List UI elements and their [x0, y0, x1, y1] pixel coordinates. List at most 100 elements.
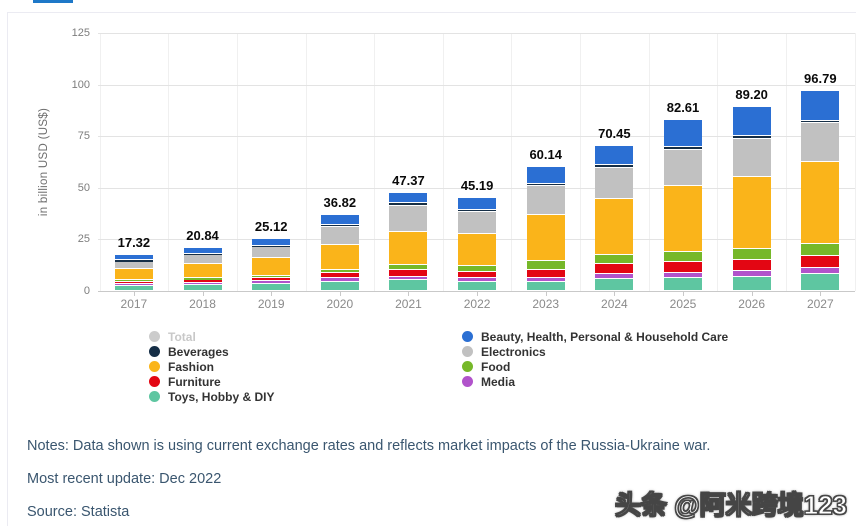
bar-segment-beverages[interactable]	[732, 136, 771, 138]
bar-segment-media[interactable]	[664, 272, 703, 277]
bar-segment-furniture[interactable]	[732, 259, 771, 270]
bar-segment-media[interactable]	[114, 283, 153, 286]
bar-segment-food[interactable]	[595, 255, 634, 263]
bar-segment-furniture[interactable]	[389, 270, 428, 276]
bar-segment-toys-hobby-diy[interactable]	[595, 278, 634, 290]
active-tab-indicator[interactable]	[33, 0, 73, 3]
bar-segment-electronics[interactable]	[526, 186, 565, 214]
bar-segment-electronics[interactable]	[320, 227, 359, 244]
bar-segment-beauty-health-personal-household-care[interactable]	[114, 255, 153, 260]
bar-segment-beverages[interactable]	[183, 254, 222, 256]
legend-item-electronics[interactable]: Electronics	[462, 344, 728, 359]
bar-segment-food[interactable]	[252, 275, 291, 277]
legend-item-furniture[interactable]: Furniture	[149, 374, 274, 389]
bar-segment-toys-hobby-diy[interactable]	[458, 281, 497, 290]
bar-segment-food[interactable]	[664, 252, 703, 261]
bar-segment-electronics[interactable]	[183, 255, 222, 264]
legend-item-food[interactable]: Food	[462, 359, 728, 374]
bar-segment-food[interactable]	[458, 265, 497, 271]
bar-segment-food[interactable]	[114, 280, 153, 282]
x-tick-mark	[271, 292, 273, 296]
bar-segment-media[interactable]	[801, 267, 840, 274]
bar-segment-media[interactable]	[252, 281, 291, 283]
bar-segment-beauty-health-personal-household-care[interactable]	[389, 193, 428, 203]
bar-segment-toys-hobby-diy[interactable]	[183, 285, 222, 290]
bar-segment-media[interactable]	[320, 278, 359, 281]
bar-segment-furniture[interactable]	[114, 281, 153, 283]
bar-segment-electronics[interactable]	[114, 261, 153, 268]
bar-segment-food[interactable]	[732, 248, 771, 259]
bar-segment-beverages[interactable]	[526, 184, 565, 186]
bar-segment-furniture[interactable]	[252, 277, 291, 281]
bar-segment-beverages[interactable]	[252, 246, 291, 248]
bar-segment-toys-hobby-diy[interactable]	[389, 280, 428, 290]
bar-segment-beverages[interactable]	[801, 120, 840, 122]
bar-segment-beverages[interactable]	[458, 210, 497, 212]
bar-segment-toys-hobby-diy[interactable]	[664, 277, 703, 290]
bar-segment-food[interactable]	[389, 264, 428, 270]
bar-segment-food[interactable]	[320, 269, 359, 273]
bar-segment-electronics[interactable]	[458, 211, 497, 233]
bar-segment-fashion[interactable]	[252, 258, 291, 275]
bar-segment-fashion[interactable]	[732, 176, 771, 248]
bar-segment-beverages[interactable]	[320, 225, 359, 227]
bar-segment-beauty-health-personal-household-care[interactable]	[183, 247, 222, 254]
bar-segment-beverages[interactable]	[595, 164, 634, 167]
bar-segment-fashion[interactable]	[458, 233, 497, 265]
bar-segment-toys-hobby-diy[interactable]	[252, 283, 291, 290]
bar-segment-beverages[interactable]	[664, 147, 703, 149]
legend-item-beverages[interactable]: Beverages	[149, 344, 274, 359]
bar-segment-beverages[interactable]	[114, 260, 153, 262]
bar-segment-electronics[interactable]	[252, 247, 291, 258]
bar-segment-fashion[interactable]	[183, 264, 222, 278]
bar-segment-media[interactable]	[526, 277, 565, 281]
bar-segment-fashion[interactable]	[664, 185, 703, 252]
bar-segment-furniture[interactable]	[664, 261, 703, 272]
bar-segment-furniture[interactable]	[320, 273, 359, 278]
bar-segment-beauty-health-personal-household-care[interactable]	[595, 145, 634, 164]
bar-segment-media[interactable]	[458, 278, 497, 281]
bar-segment-fashion[interactable]	[595, 199, 634, 255]
legend-item-beauty-health-personal-household-care[interactable]: Beauty, Health, Personal & Household Car…	[462, 329, 728, 344]
bar-segment-furniture[interactable]	[526, 269, 565, 277]
bar-segment-furniture[interactable]	[183, 280, 222, 282]
bar-segment-fashion[interactable]	[114, 268, 153, 280]
bar-segment-food[interactable]	[801, 244, 840, 255]
legend-item-media[interactable]: Media	[462, 374, 728, 389]
bar-segment-toys-hobby-diy[interactable]	[114, 286, 153, 290]
bar-segment-food[interactable]	[526, 260, 565, 269]
bar-segment-electronics[interactable]	[595, 167, 634, 199]
bar-segment-food[interactable]	[183, 278, 222, 280]
bar-segment-media[interactable]	[732, 270, 771, 276]
bar-segment-fashion[interactable]	[389, 231, 428, 264]
bar-segment-beauty-health-personal-household-care[interactable]	[664, 120, 703, 147]
bar-segment-beauty-health-personal-household-care[interactable]	[320, 215, 359, 225]
bar-segment-toys-hobby-diy[interactable]	[320, 281, 359, 290]
bar-segment-fashion[interactable]	[801, 161, 840, 244]
bar-segment-furniture[interactable]	[595, 263, 634, 274]
bar-segment-media[interactable]	[183, 282, 222, 284]
bar-segment-beauty-health-personal-household-care[interactable]	[801, 91, 840, 120]
bar-segment-toys-hobby-diy[interactable]	[801, 274, 840, 290]
legend-item-fashion[interactable]: Fashion	[149, 359, 274, 374]
bar-segment-media[interactable]	[595, 274, 634, 278]
bar-segment-media[interactable]	[389, 276, 428, 280]
x-tick-label: 2025	[669, 297, 697, 311]
bar-segment-furniture[interactable]	[801, 255, 840, 267]
bar-segment-electronics[interactable]	[732, 138, 771, 176]
legend-item-total[interactable]: Total	[149, 329, 274, 344]
bar-segment-beauty-health-personal-household-care[interactable]	[252, 239, 291, 246]
bar-segment-electronics[interactable]	[389, 205, 428, 231]
bar-segment-fashion[interactable]	[320, 244, 359, 269]
bar-segment-furniture[interactable]	[458, 271, 497, 278]
legend-item-toys-hobby-diy[interactable]: Toys, Hobby & DIY	[149, 389, 274, 404]
bar-segment-fashion[interactable]	[526, 214, 565, 260]
bar-segment-beauty-health-personal-household-care[interactable]	[458, 197, 497, 210]
bar-segment-beauty-health-personal-household-care[interactable]	[526, 166, 565, 184]
bar-segment-toys-hobby-diy[interactable]	[732, 276, 771, 290]
bar-segment-beverages[interactable]	[389, 203, 428, 205]
bar-segment-electronics[interactable]	[801, 122, 840, 161]
bar-segment-beauty-health-personal-household-care[interactable]	[732, 106, 771, 136]
bar-segment-toys-hobby-diy[interactable]	[526, 281, 565, 290]
bar-segment-electronics[interactable]	[664, 149, 703, 185]
